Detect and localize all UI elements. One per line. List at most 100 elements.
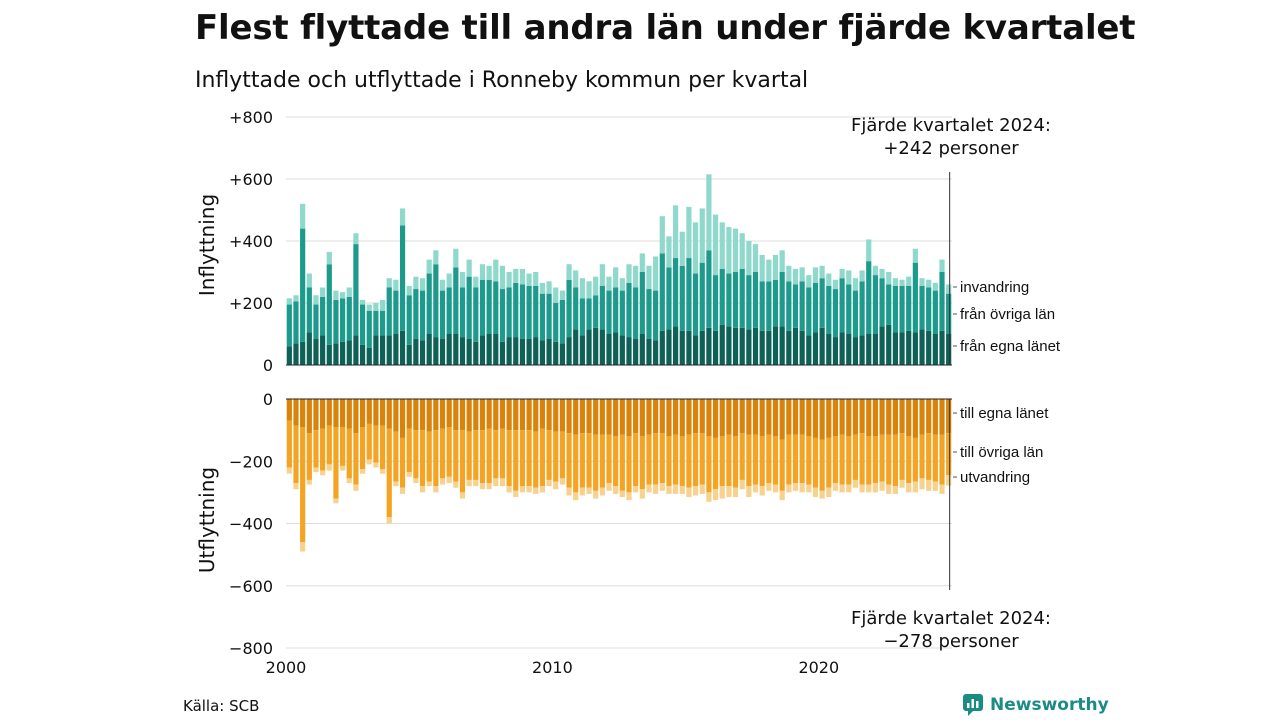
inflow-bar: [593, 295, 599, 328]
inflow-bar: [906, 276, 912, 286]
inflow-bar: [526, 338, 532, 365]
outflow-bar: [673, 434, 679, 485]
inflow-bar: [559, 290, 565, 300]
outflow-bar: [386, 517, 392, 524]
inflow-bar: [379, 335, 386, 365]
inflow-bar: [819, 265, 825, 279]
inflow-bar: [286, 304, 292, 347]
inflow-bar: [559, 343, 565, 365]
inflow-bar: [946, 284, 952, 294]
outflow-bar: [912, 399, 918, 438]
outflow-bar: [446, 427, 452, 477]
inflow-bar: [613, 287, 619, 333]
outflow-bar: [539, 428, 546, 487]
inflow-bar: [772, 279, 779, 327]
outflow-bar: [526, 399, 532, 431]
inflow-bar: [566, 279, 572, 338]
inflow-bar: [666, 329, 672, 365]
outflow-bar: [479, 430, 486, 484]
inflow-bar: [399, 208, 406, 226]
outflow-bar: [846, 436, 852, 485]
outflow-bar: [926, 433, 932, 480]
outflow-bar: [320, 428, 326, 471]
annotation-text: +242 personer: [883, 138, 1019, 159]
inflow-bar: [366, 310, 372, 348]
outflow-bar: [433, 399, 439, 431]
inflow-bar: [439, 279, 446, 291]
inflow-bar: [619, 278, 625, 291]
outflow-bar: [566, 399, 572, 434]
outflow-bar: [932, 434, 938, 482]
inflow-bar: [659, 330, 665, 365]
outflow-bar: [300, 427, 306, 543]
outflow-bar: [639, 489, 645, 499]
outflow-bar: [912, 481, 918, 493]
outflow-bar: [646, 484, 652, 493]
inflow-bar: [759, 330, 765, 365]
outflow-bar: [786, 484, 792, 493]
outflow-bar: [852, 434, 859, 480]
annotation-text: Fjärde kvartalet 2024:: [851, 115, 1051, 136]
outflow-bar: [286, 420, 292, 468]
inflow-bar: [373, 303, 379, 311]
inflow-bar: [639, 334, 645, 365]
source-note: Källa: SCB: [183, 697, 260, 715]
inflow-bar: [653, 340, 659, 365]
inflow-bar: [459, 272, 466, 288]
outflow-bar: [599, 399, 605, 435]
inflow-bar: [553, 303, 559, 342]
inflow-bar: [932, 282, 938, 291]
inflow-bar: [326, 264, 332, 345]
inflow-bar: [499, 265, 506, 290]
annotation-text: −278 personer: [883, 631, 1019, 652]
inflow-bar: [779, 272, 785, 327]
outflow-bar: [879, 481, 885, 491]
inflow-bar: [732, 272, 739, 328]
outflow-bar: [939, 484, 945, 494]
inflow-bar: [806, 335, 812, 365]
inflow-bar: [872, 275, 879, 334]
inflow-bar: [706, 174, 712, 251]
outflow-bar: [899, 433, 905, 480]
y-tick-label: +400: [229, 232, 273, 251]
inflow-bar: [832, 279, 839, 290]
outflow-bar: [593, 399, 599, 435]
inflow-bar: [359, 344, 366, 365]
outflow-bar: [746, 486, 752, 498]
outflow-bar: [673, 484, 679, 494]
inflow-bar: [573, 287, 579, 330]
outflow-bar: [459, 399, 466, 431]
outflow-bar: [353, 484, 359, 491]
outflow-bar: [513, 490, 519, 498]
inflow-bar: [772, 326, 779, 365]
outflow-bar: [719, 399, 725, 437]
outflow-bar: [779, 399, 785, 440]
inflow-bar: [766, 281, 772, 331]
outflow-bar: [453, 430, 459, 482]
outflow-series-label: till egna länet: [960, 405, 1049, 422]
outflow-bar: [639, 436, 645, 490]
inflow-bar: [566, 264, 572, 280]
inflow-bar: [586, 298, 592, 330]
inflow-bar: [673, 205, 679, 259]
inflow-bar: [899, 285, 905, 333]
inflow-bar: [506, 272, 512, 288]
inflow-bar: [353, 233, 359, 245]
inflow-bar: [872, 265, 879, 276]
inflow-bar: [479, 264, 486, 280]
outflow-bar: [712, 437, 719, 490]
inflow-bar: [446, 287, 452, 334]
inflow-bar: [419, 290, 426, 341]
inflow-bar: [539, 293, 546, 341]
outflow-bar: [633, 486, 639, 493]
inflow-bar: [846, 334, 852, 365]
inflow-bar: [326, 251, 332, 265]
outflow-bar: [359, 427, 366, 470]
inflow-bar: [466, 338, 472, 365]
outflow-bar: [586, 399, 592, 434]
outflow-bar: [706, 492, 712, 502]
outflow-bar: [579, 487, 585, 496]
inflow-bar: [686, 258, 692, 331]
inflow-bar: [619, 335, 625, 365]
outflow-bar: [506, 430, 512, 487]
